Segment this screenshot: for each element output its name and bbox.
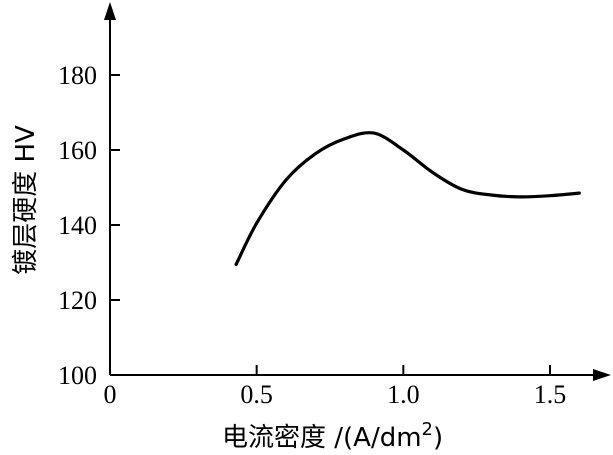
- x-tick-label: 1.0: [387, 380, 420, 409]
- x-tick-label: 1.5: [534, 380, 567, 409]
- y-tick-label: 120: [58, 286, 97, 315]
- y-tick-label: 160: [58, 136, 97, 165]
- y-axis-arrow-icon: [104, 2, 116, 20]
- x-axis-arrow-icon: [593, 369, 611, 381]
- x-tick-label: 0: [104, 380, 117, 409]
- x-axis-title: 电流密度 /(A/dm2): [222, 419, 443, 453]
- series-line: [234, 131, 581, 266]
- y-axis: [104, 2, 116, 375]
- x-ticks: 0 0.5 1.0 1.5: [104, 365, 567, 409]
- y-tick-label: 140: [58, 211, 97, 240]
- y-axis-title: 镀层硬度 HV: [11, 125, 41, 275]
- y-tick-label: 180: [58, 61, 97, 90]
- y-ticks: 100 120 140 160 180: [58, 61, 120, 390]
- x-axis: [110, 369, 611, 381]
- y-tick-label: 100: [58, 361, 97, 390]
- x-tick-label: 0.5: [240, 380, 273, 409]
